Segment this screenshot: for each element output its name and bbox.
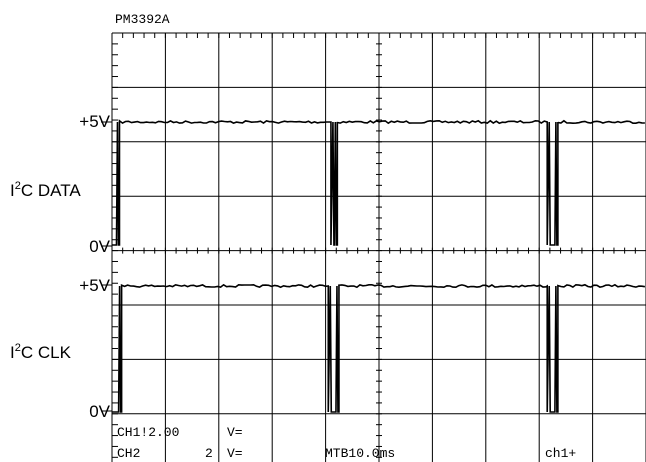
status-readout: CH1!2.00 V= CH2 2 V= MTB10.0ms ch1+	[117, 425, 576, 461]
trigger-readout: ch1+	[545, 446, 576, 461]
ch2-coupling: V=	[227, 446, 243, 461]
clk-low-level-label: 0V	[89, 402, 110, 421]
level-markers	[101, 121, 112, 412]
ch1-coupling: V=	[227, 425, 243, 440]
data-low-level-label: 0V	[89, 237, 110, 256]
ch2-sensitivity: 2	[205, 446, 213, 461]
ch2-name: CH2	[117, 446, 140, 461]
graticule-grid	[111, 32, 646, 462]
graticule-ticks	[111, 32, 636, 458]
ch1-sensitivity: CH1!2.00	[117, 425, 179, 440]
instrument-label: PM3392A	[115, 12, 170, 27]
trace-1	[112, 283, 646, 413]
traces	[112, 119, 646, 413]
trace-0	[112, 119, 645, 246]
clk-channel-label: I2C CLK	[10, 342, 72, 362]
data-channel-label: I2C DATA	[10, 180, 81, 200]
data-high-level-label: +5V	[79, 112, 110, 131]
clk-high-level-label: +5V	[79, 276, 110, 295]
timebase-readout: MTB10.0ms	[325, 446, 395, 461]
